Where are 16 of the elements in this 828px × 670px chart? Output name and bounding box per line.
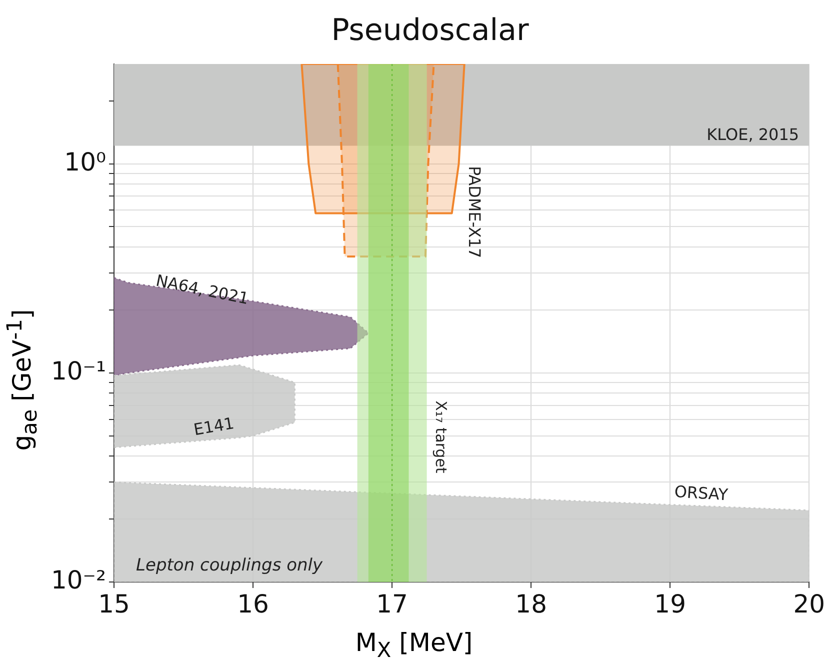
series-label: ORSAY <box>674 482 729 504</box>
text: NA64, 2021 <box>154 270 250 308</box>
x-tick-label: 18 <box>515 590 547 618</box>
series-label: E141 <box>192 414 236 440</box>
x-tick-label: 17 <box>376 590 408 618</box>
x-tick-label: 20 <box>793 590 825 618</box>
annotation: Lepton couplings only <box>136 555 324 576</box>
chart-title: Pseudoscalar <box>331 12 530 48</box>
y-tick-label: 10⁰ <box>64 147 106 176</box>
x-tick-label: 19 <box>654 590 686 618</box>
x-tick-label: 16 <box>237 590 269 618</box>
y-tick-label: 10⁻¹ <box>51 356 106 386</box>
band-label: KLOE, 2015 <box>706 124 800 144</box>
text: PADME-X17 <box>465 166 484 258</box>
x-axis-title: M$_{X}$ [MeV] <box>354 628 474 662</box>
band-label: X₁₇ target <box>432 400 450 474</box>
